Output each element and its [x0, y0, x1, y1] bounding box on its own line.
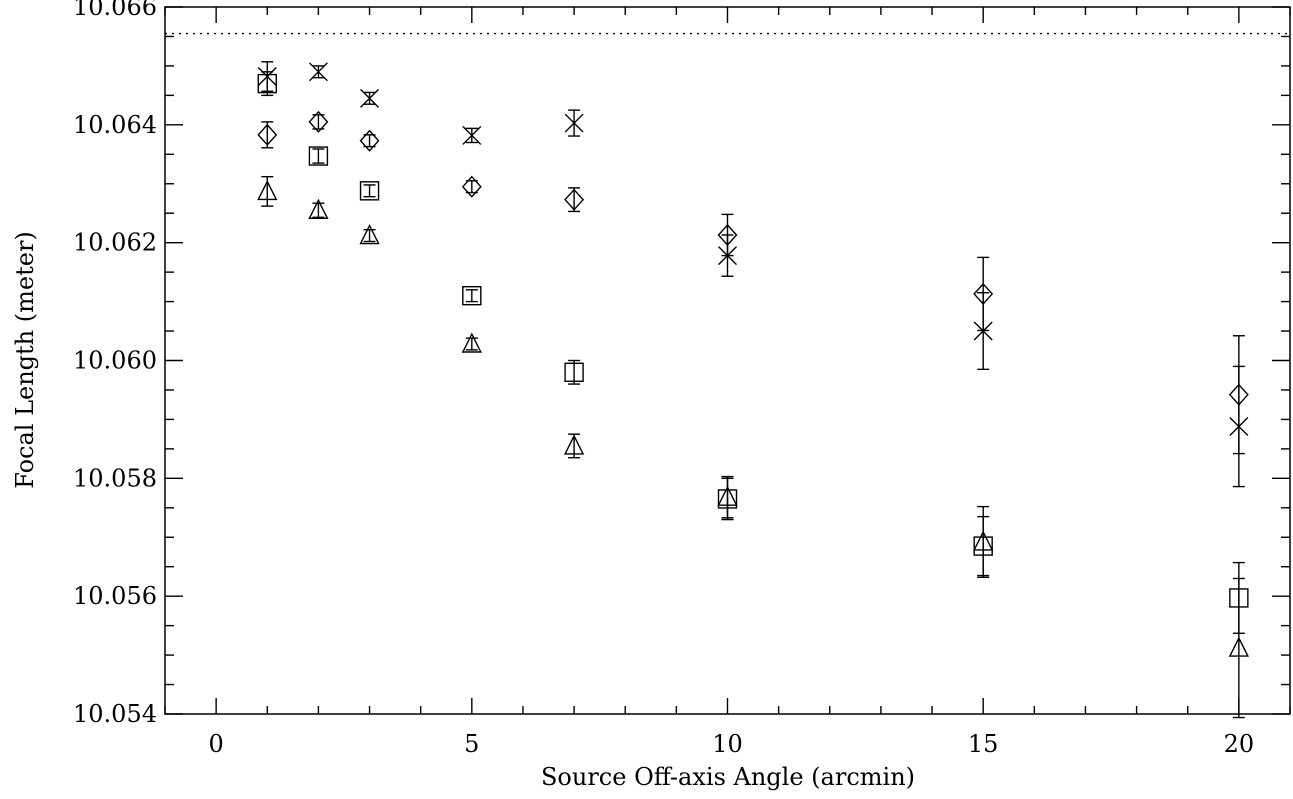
data-point-diamond	[359, 129, 380, 152]
y-tick-label: 10.066	[73, 0, 157, 21]
cross-stroke	[360, 88, 380, 108]
data-point-triangle	[359, 224, 380, 245]
plot-frame	[164, 6, 1291, 715]
data-point-square	[308, 146, 329, 166]
y-tick-label: 10.058	[73, 464, 157, 492]
x-axis-label: Source Off-axis Angle (arcmin)	[541, 763, 915, 791]
y-axis-label: Focal Length (meter)	[11, 231, 39, 489]
axes-layer: 0 5 10 15 20 10.054 10.056 10.058 10.060 10.062 10…	[73, 0, 1291, 758]
data-point-diamond	[1228, 383, 1249, 406]
data-point-square	[359, 181, 380, 201]
data-point-triangle	[563, 434, 585, 455]
data-point-diamond	[308, 110, 329, 133]
x-tick-label: 20	[1224, 730, 1255, 758]
cross-stroke	[308, 62, 328, 82]
data-point-diamond	[461, 175, 482, 198]
y-tick-label: 10.060	[73, 347, 157, 375]
data-point-triangle	[461, 332, 482, 353]
data-point-triangle	[717, 485, 738, 506]
data-point-triangle	[973, 530, 994, 551]
y-tick-label: 10.062	[73, 229, 157, 257]
data-point-diamond	[257, 123, 278, 146]
data-point-triangle	[1228, 636, 1249, 657]
data-point-square	[564, 362, 584, 382]
data-point-cross	[360, 88, 380, 108]
data-point-cross	[308, 62, 328, 82]
data-point-diamond	[973, 282, 994, 305]
data-point-triangle	[257, 179, 278, 201]
x-tick-label: 0	[208, 730, 223, 758]
y-tick-label: 10.064	[73, 111, 157, 139]
data-point-cross	[462, 125, 482, 145]
x-tick-label: 15	[968, 730, 999, 758]
data-layer	[257, 61, 1249, 719]
data-point-diamond	[717, 223, 738, 247]
x-tick-label: 5	[464, 730, 479, 758]
data-point-square	[257, 73, 277, 94]
data-point-triangle	[308, 198, 329, 219]
data-point-cross	[564, 113, 584, 133]
data-point-diamond	[564, 188, 585, 211]
cross-stroke	[564, 113, 584, 133]
x-tick-label: 10	[712, 730, 743, 758]
cross-stroke	[462, 125, 482, 145]
data-point-square	[462, 285, 482, 306]
y-tick-label: 10.056	[73, 582, 157, 610]
y-tick-label: 10.054	[73, 700, 157, 728]
